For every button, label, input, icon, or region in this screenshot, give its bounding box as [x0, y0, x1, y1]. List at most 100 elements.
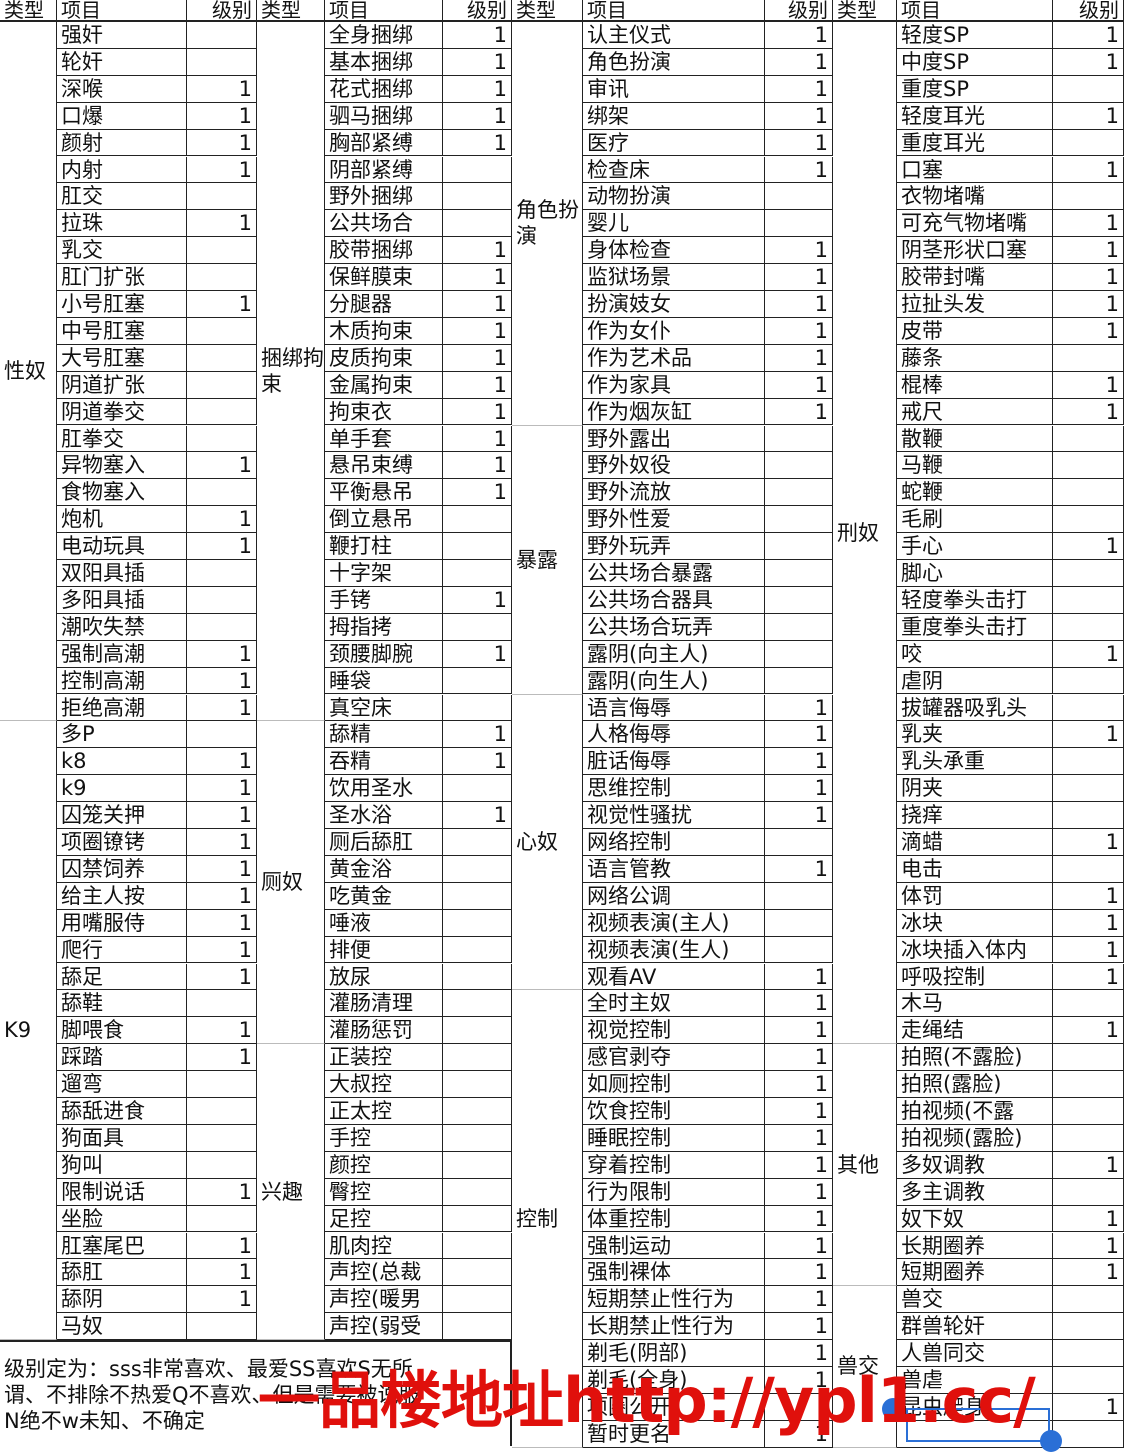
item-cell[interactable]: 悬吊束缚 [325, 452, 443, 480]
level-cell[interactable]: 1 [443, 748, 512, 776]
level-cell[interactable]: 1 [187, 506, 257, 534]
level-cell[interactable]: 1 [1053, 237, 1124, 265]
level-cell[interactable] [765, 560, 833, 587]
item-cell[interactable]: 全时主奴 [583, 990, 765, 1018]
item-cell[interactable]: 分腿器 [325, 291, 443, 318]
item-cell[interactable]: 基本捆绑 [325, 48, 443, 76]
item-cell[interactable]: 金属拘束 [325, 371, 443, 399]
item-cell[interactable]: 脚喂食 [57, 1017, 187, 1045]
level-cell[interactable] [187, 264, 257, 291]
level-cell[interactable] [765, 909, 833, 937]
item-cell[interactable]: 拇指拷 [325, 613, 443, 641]
level-cell[interactable]: 1 [187, 694, 257, 722]
item-cell[interactable]: 呼吸控制 [897, 963, 1053, 991]
level-cell[interactable]: 1 [1053, 1151, 1124, 1179]
level-cell[interactable]: 1 [765, 22, 833, 49]
item-cell[interactable]: 拍视频(不露 [897, 1098, 1053, 1125]
level-cell[interactable] [187, 344, 257, 372]
level-cell[interactable] [765, 1393, 833, 1421]
level-cell[interactable] [1053, 1367, 1124, 1394]
level-cell[interactable]: 1 [765, 317, 833, 345]
level-cell[interactable] [1053, 129, 1124, 157]
level-cell[interactable]: 1 [443, 398, 512, 426]
item-cell[interactable]: 冰块 [897, 909, 1053, 937]
level-cell[interactable]: 1 [765, 1071, 833, 1098]
level-cell[interactable]: 1 [443, 264, 512, 291]
level-cell[interactable] [187, 1205, 257, 1233]
item-cell[interactable]: 穿着控制 [583, 1151, 765, 1179]
level-cell[interactable]: 1 [765, 129, 833, 157]
level-cell[interactable]: 1 [187, 963, 257, 991]
level-cell[interactable]: 1 [765, 398, 833, 426]
item-cell[interactable]: 限制说话 [57, 1178, 187, 1206]
item-cell[interactable]: 公共场合器具 [583, 586, 765, 614]
level-cell[interactable]: 1 [1053, 1259, 1124, 1287]
level-cell[interactable] [443, 855, 512, 883]
item-cell[interactable]: 走绳结 [897, 1017, 1053, 1045]
item-cell[interactable]: 电动玩具 [57, 533, 187, 560]
item-cell[interactable]: 奴下奴 [897, 1205, 1053, 1233]
item-cell[interactable]: 囚禁饲养 [57, 855, 187, 883]
level-cell[interactable] [1053, 75, 1124, 103]
item-cell[interactable]: 唾液 [325, 909, 443, 937]
level-cell[interactable] [1053, 452, 1124, 480]
level-cell[interactable] [1053, 586, 1124, 614]
item-cell[interactable]: 拍照(不露脸) [897, 1044, 1053, 1072]
item-cell[interactable]: 作为烟灰缸 [583, 398, 765, 426]
item-cell[interactable]: 野外流放 [583, 479, 765, 507]
level-cell[interactable] [1053, 694, 1124, 722]
level-cell[interactable] [187, 1313, 257, 1341]
item-cell[interactable]: 阴夹 [897, 775, 1053, 803]
item-cell[interactable]: 思维控制 [583, 775, 765, 803]
level-cell[interactable] [443, 882, 512, 910]
level-cell[interactable]: 1 [187, 829, 257, 856]
item-cell[interactable]: 作为女仆 [583, 317, 765, 345]
level-cell[interactable]: 1 [1053, 398, 1124, 426]
level-cell[interactable]: 1 [1053, 882, 1124, 910]
level-cell[interactable]: 1 [187, 748, 257, 776]
level-cell[interactable]: 1 [765, 990, 833, 1018]
level-cell[interactable] [1053, 748, 1124, 776]
item-cell[interactable]: 舔精 [325, 721, 443, 749]
level-cell[interactable]: 1 [187, 1178, 257, 1206]
item-cell[interactable]: 异物塞入 [57, 452, 187, 480]
category-label[interactable]: K9 [0, 721, 57, 1341]
level-cell[interactable]: 1 [1053, 210, 1124, 238]
item-cell[interactable]: 乳头承重 [897, 748, 1053, 776]
level-cell[interactable] [187, 22, 257, 49]
level-cell[interactable] [187, 586, 257, 614]
item-cell[interactable]: 声控(总裁 [325, 1259, 443, 1287]
item-cell[interactable]: 臀控 [325, 1178, 443, 1206]
level-cell[interactable] [1053, 1340, 1124, 1367]
level-cell[interactable] [443, 156, 512, 184]
level-cell[interactable] [1053, 1286, 1124, 1314]
level-cell[interactable] [443, 1232, 512, 1260]
item-cell[interactable]: 正装控 [325, 1044, 443, 1072]
item-cell[interactable]: 网络公调 [583, 882, 765, 910]
item-cell[interactable]: 中度SP [897, 48, 1053, 76]
level-cell[interactable] [1053, 560, 1124, 587]
item-cell[interactable]: 睡袋 [325, 667, 443, 695]
item-cell[interactable]: 手心 [897, 533, 1053, 560]
item-cell[interactable]: 舔鞋 [57, 990, 187, 1018]
category-label[interactable]: 其他 [833, 1044, 897, 1287]
item-cell[interactable]: 藤条 [897, 344, 1053, 372]
level-cell[interactable] [187, 48, 257, 76]
level-cell[interactable] [1053, 1098, 1124, 1125]
level-cell[interactable] [1053, 1178, 1124, 1206]
item-cell[interactable]: 平衡悬吊 [325, 479, 443, 507]
level-cell[interactable]: 1 [443, 640, 512, 668]
level-cell[interactable]: 1 [443, 586, 512, 614]
level-cell[interactable]: 1 [1053, 371, 1124, 399]
item-cell[interactable]: 多主调教 [897, 1178, 1053, 1206]
level-cell[interactable]: 1 [1053, 936, 1124, 964]
item-cell[interactable]: 语言管教 [583, 855, 765, 883]
level-cell[interactable]: 1 [187, 1044, 257, 1072]
item-cell[interactable]: 公共场合玩弄 [583, 613, 765, 641]
level-cell[interactable]: 1 [443, 721, 512, 749]
item-cell[interactable]: 中号肛塞 [57, 317, 187, 345]
level-cell[interactable]: 1 [1053, 963, 1124, 991]
item-cell[interactable]: 毛刷 [897, 506, 1053, 534]
level-cell[interactable] [1053, 425, 1124, 453]
level-cell[interactable] [187, 1098, 257, 1125]
